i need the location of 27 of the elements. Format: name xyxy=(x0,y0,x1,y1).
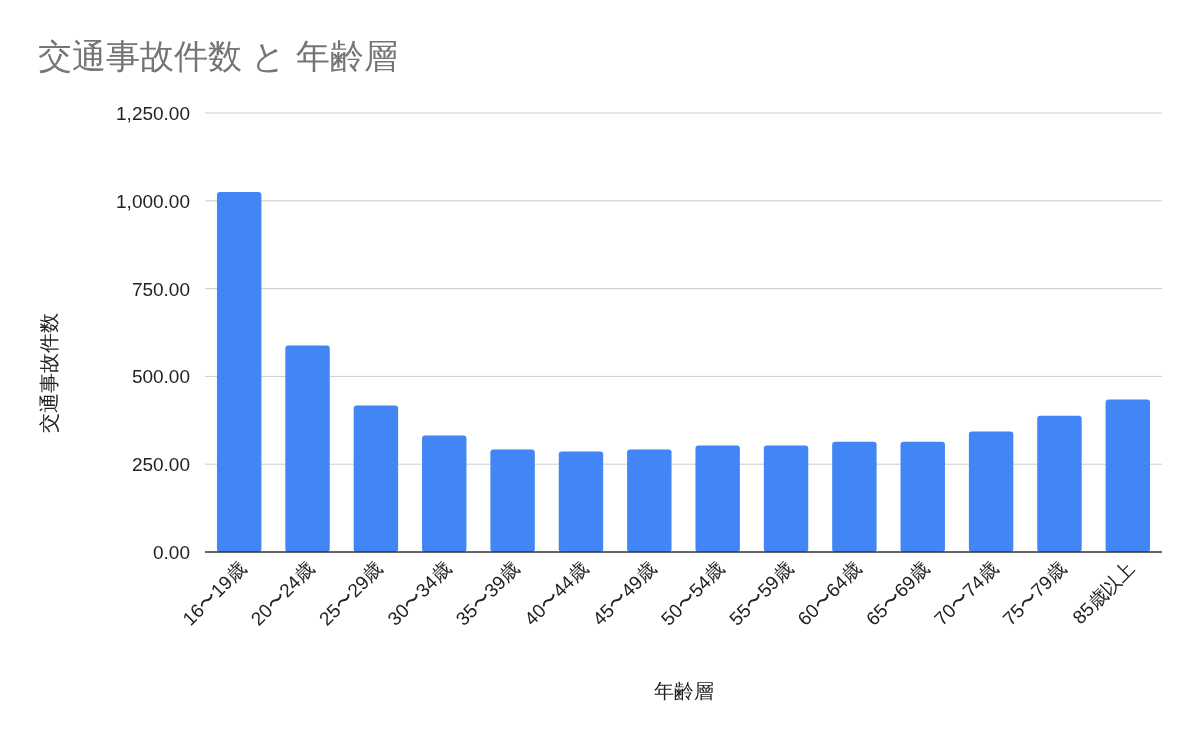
y-axis-title: 交通事故件数 xyxy=(38,312,60,433)
bar xyxy=(900,441,945,552)
bar xyxy=(1037,415,1082,552)
x-tick-label: 40〜44歳 xyxy=(520,557,592,630)
x-tick-label: 85歳以上 xyxy=(1068,557,1139,629)
bar xyxy=(285,345,330,552)
x-axis-title: 年齢層 xyxy=(653,680,714,702)
y-tick-label: 1,250.00 xyxy=(116,103,190,124)
y-tick-label: 1,000.00 xyxy=(116,190,190,212)
bar xyxy=(490,449,535,552)
bar xyxy=(968,431,1014,552)
bar xyxy=(422,435,467,552)
bar xyxy=(353,405,399,552)
bar xyxy=(558,451,604,552)
bar xyxy=(216,192,262,552)
y-tick-label: 750.00 xyxy=(131,278,190,300)
y-tick-label: 500.00 xyxy=(131,366,190,388)
bar xyxy=(695,445,740,552)
x-tick-label: 55〜59歳 xyxy=(725,557,797,630)
bar xyxy=(832,441,877,552)
x-tick-label: 70〜74歳 xyxy=(930,557,1002,630)
bar xyxy=(1105,399,1151,552)
y-tick-label: 0.00 xyxy=(153,542,190,563)
bar xyxy=(763,445,809,552)
y-tick-label: 250.00 xyxy=(131,454,190,476)
bar xyxy=(627,449,672,552)
chart-title: 交通事故件数 と 年齢層 xyxy=(38,37,398,75)
